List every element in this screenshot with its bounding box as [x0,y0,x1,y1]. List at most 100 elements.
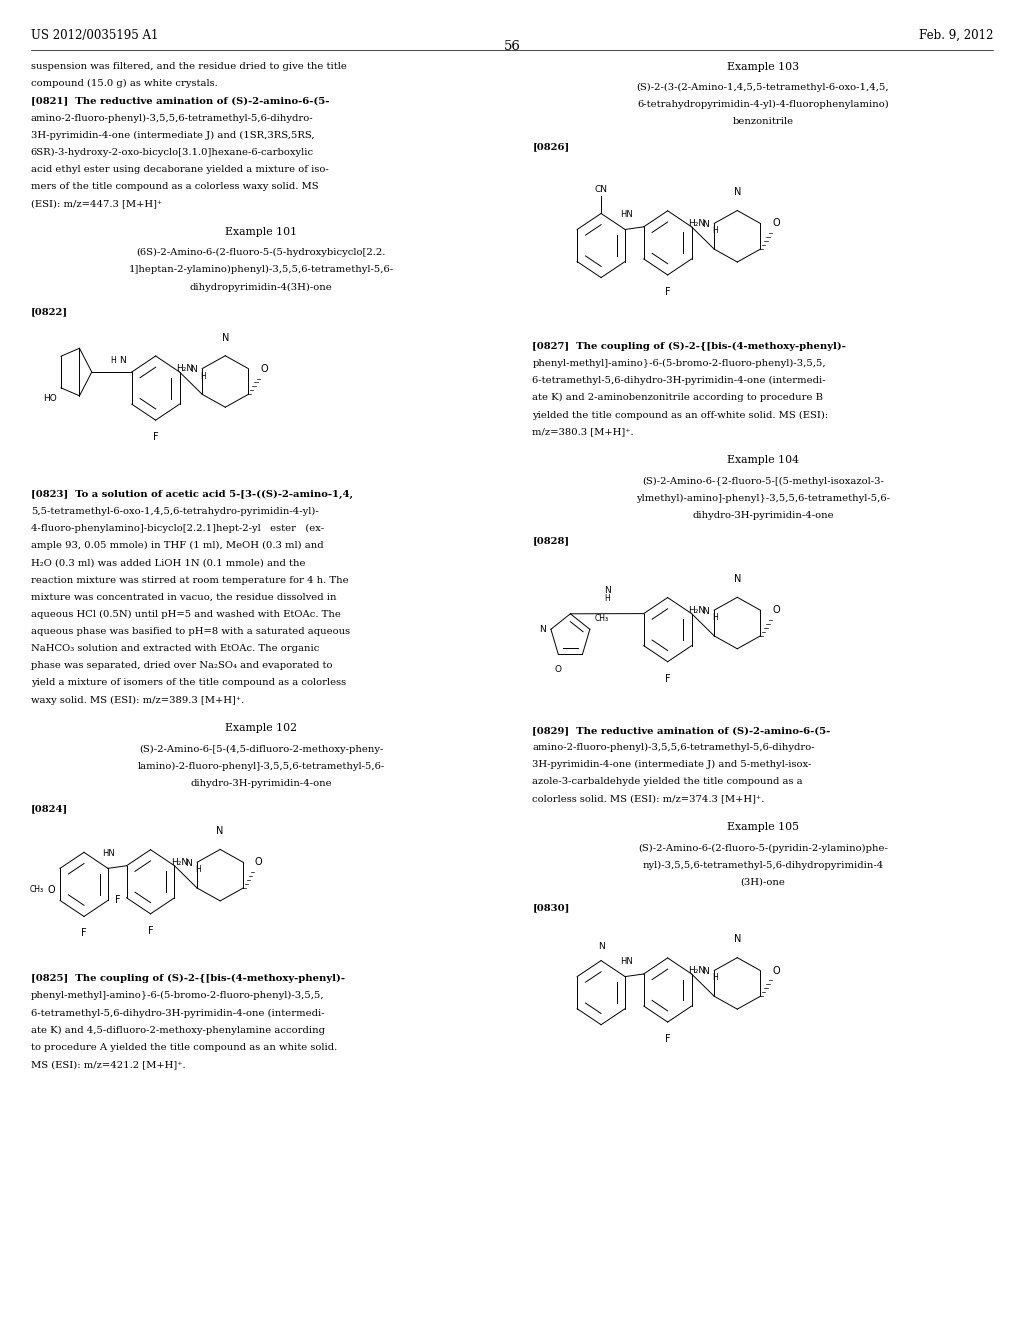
Text: 56: 56 [504,40,520,53]
Text: O: O [772,218,779,228]
Text: dihydropyrimidin-4(3H)-one: dihydropyrimidin-4(3H)-one [189,282,333,292]
Text: N: N [598,942,604,952]
Text: [0823]  To a solution of acetic acid 5-[3-((S)-2-amino-1,4,: [0823] To a solution of acetic acid 5-[3… [31,490,352,499]
Text: HN: HN [621,210,633,219]
Text: 3H-pyrimidin-4-one (intermediate J) and 5-methyl-isox-: 3H-pyrimidin-4-one (intermediate J) and … [532,760,812,770]
Text: [0824]: [0824] [31,804,68,813]
Text: O: O [255,857,262,867]
Text: 6-tetramethyl-5,6-dihydro-3H-pyrimidin-4-one (intermedi-: 6-tetramethyl-5,6-dihydro-3H-pyrimidin-4… [532,376,826,385]
Text: suspension was filtered, and the residue dried to give the title: suspension was filtered, and the residue… [31,62,346,71]
Text: Example 101: Example 101 [225,227,297,238]
Text: CH₃: CH₃ [595,614,609,623]
Text: 6-tetrahydropyrimidin-4-yl)-4-fluorophenylamino): 6-tetrahydropyrimidin-4-yl)-4-fluorophen… [637,100,889,110]
Text: nyl)-3,5,5,6-tetramethyl-5,6-dihydropyrimidin-4: nyl)-3,5,5,6-tetramethyl-5,6-dihydropyri… [642,861,884,870]
Text: US 2012/0035195 A1: US 2012/0035195 A1 [31,29,158,42]
Text: Feb. 9, 2012: Feb. 9, 2012 [919,29,993,42]
Text: N: N [702,966,710,975]
Text: ate K) and 2-aminobenzonitrile according to procedure B: ate K) and 2-aminobenzonitrile according… [532,393,823,403]
Text: N: N [216,826,224,837]
Text: aqueous HCl (0.5N) until pH=5 and washed with EtOAc. The: aqueous HCl (0.5N) until pH=5 and washed… [31,610,341,619]
Text: CN: CN [595,185,607,194]
Text: phase was separated, dried over Na₂SO₄ and evaporated to: phase was separated, dried over Na₂SO₄ a… [31,661,332,671]
Text: (6S)-2-Amino-6-(2-fluoro-5-(5-hydroxybicyclo[2.2.: (6S)-2-Amino-6-(2-fluoro-5-(5-hydroxybic… [136,248,386,257]
Text: N: N [221,333,229,343]
Text: colorless solid. MS (ESI): m/z=374.3 [M+H]⁺.: colorless solid. MS (ESI): m/z=374.3 [M+… [532,795,765,804]
Text: O: O [772,605,779,615]
Text: (S)-2-Amino-6-(2-fluoro-5-(pyridin-2-ylamino)phe-: (S)-2-Amino-6-(2-fluoro-5-(pyridin-2-yla… [638,843,888,853]
Text: amino-2-fluoro-phenyl)-3,5,5,6-tetramethyl-5,6-dihydro-: amino-2-fluoro-phenyl)-3,5,5,6-tetrameth… [532,743,815,752]
Text: F: F [81,928,87,939]
Text: Example 102: Example 102 [225,723,297,734]
Text: waxy solid. MS (ESI): m/z=389.3 [M+H]⁺.: waxy solid. MS (ESI): m/z=389.3 [M+H]⁺. [31,696,244,705]
Text: reaction mixture was stirred at room temperature for 4 h. The: reaction mixture was stirred at room tem… [31,576,348,585]
Text: HO: HO [43,395,57,404]
Text: phenyl-methyl]-amino}-6-(5-bromo-2-fluoro-phenyl)-3,5,5,: phenyl-methyl]-amino}-6-(5-bromo-2-fluor… [532,359,826,368]
Text: F: F [147,925,154,936]
Text: ample 93, 0.05 mmole) in THF (1 ml), MeOH (0.3 ml) and: ample 93, 0.05 mmole) in THF (1 ml), MeO… [31,541,324,550]
Text: to procedure A yielded the title compound as an white solid.: to procedure A yielded the title compoun… [31,1043,337,1052]
Text: [0826]: [0826] [532,143,569,152]
Text: N: N [733,574,741,585]
Text: HN: HN [102,849,115,858]
Text: 1]heptan-2-ylamino)phenyl)-3,5,5,6-tetramethyl-5,6-: 1]heptan-2-ylamino)phenyl)-3,5,5,6-tetra… [129,265,393,275]
Text: lamino)-2-fluoro-phenyl]-3,5,5,6-tetramethyl-5,6-: lamino)-2-fluoro-phenyl]-3,5,5,6-tetrame… [137,762,385,771]
Text: H: H [712,973,718,982]
Text: dihydro-3H-pyrimidin-4-one: dihydro-3H-pyrimidin-4-one [692,511,834,520]
Text: F: F [665,1034,671,1044]
Text: H: H [111,356,117,366]
Text: H₂N: H₂N [688,606,706,615]
Text: (3H)-one: (3H)-one [740,878,785,887]
Text: 6SR)-3-hydroxy-2-oxo-bicyclo[3.1.0]hexane-6-carboxylic: 6SR)-3-hydroxy-2-oxo-bicyclo[3.1.0]hexan… [31,148,313,157]
Text: N: N [185,858,193,867]
Text: 5,5-tetramethyl-6-oxo-1,4,5,6-tetrahydro-pyrimidin-4-yl)-: 5,5-tetramethyl-6-oxo-1,4,5,6-tetrahydro… [31,507,318,516]
Text: H: H [604,594,610,603]
Text: N: N [702,606,710,615]
Text: Example 103: Example 103 [727,62,799,73]
Text: phenyl-methyl]-amino}-6-(5-bromo-2-fluoro-phenyl)-3,5,5,: phenyl-methyl]-amino}-6-(5-bromo-2-fluor… [31,991,325,1001]
Text: H₂O (0.3 ml) was added LiOH 1N (0.1 mmole) and the: H₂O (0.3 ml) was added LiOH 1N (0.1 mmol… [31,558,305,568]
Text: CH₃: CH₃ [30,886,44,895]
Text: benzonitrile: benzonitrile [732,117,794,127]
Text: Example 104: Example 104 [727,455,799,466]
Text: (ESI): m/z=447.3 [M+H]⁺: (ESI): m/z=447.3 [M+H]⁺ [31,199,162,209]
Text: N: N [120,356,126,366]
Text: H: H [712,612,718,622]
Text: F: F [115,895,121,906]
Text: 3H-pyrimidin-4-one (intermediate J) and (1SR,3RS,5RS,: 3H-pyrimidin-4-one (intermediate J) and … [31,131,314,140]
Text: dihydro-3H-pyrimidin-4-one: dihydro-3H-pyrimidin-4-one [190,779,332,788]
Text: [0822]: [0822] [31,308,68,317]
Text: yield a mixture of isomers of the title compound as a colorless: yield a mixture of isomers of the title … [31,678,346,688]
Text: H₂N: H₂N [688,219,706,228]
Text: (S)-2-Amino-6-[5-(4,5-difluoro-2-methoxy-pheny-: (S)-2-Amino-6-[5-(4,5-difluoro-2-methoxy… [139,744,383,754]
Text: H₂N: H₂N [176,364,194,374]
Text: O: O [47,884,55,895]
Text: N: N [733,935,741,945]
Text: O: O [260,363,267,374]
Text: H: H [195,865,201,874]
Text: m/z=380.3 [M+H]⁺.: m/z=380.3 [M+H]⁺. [532,428,634,437]
Text: N: N [190,364,198,374]
Text: N: N [539,624,546,634]
Text: ylmethyl)-amino]-phenyl}-3,5,5,6-tetramethyl-5,6-: ylmethyl)-amino]-phenyl}-3,5,5,6-tetrame… [636,494,890,503]
Text: mixture was concentrated in vacuo, the residue dissolved in: mixture was concentrated in vacuo, the r… [31,593,336,602]
Text: N: N [733,187,741,198]
Text: N: N [702,219,710,228]
Text: 6-tetramethyl-5,6-dihydro-3H-pyrimidin-4-one (intermedi-: 6-tetramethyl-5,6-dihydro-3H-pyrimidin-4… [31,1008,325,1018]
Text: 4-fluoro-phenylamino]-bicyclo[2.2.1]hept-2-yl   ester   (ex-: 4-fluoro-phenylamino]-bicyclo[2.2.1]hept… [31,524,324,533]
Text: aqueous phase was basified to pH=8 with a saturated aqueous: aqueous phase was basified to pH=8 with … [31,627,350,636]
Text: [0828]: [0828] [532,536,569,545]
Text: F: F [153,432,159,442]
Text: H: H [712,226,718,235]
Text: (S)-2-Amino-6-{2-fluoro-5-[(5-methyl-isoxazol-3-: (S)-2-Amino-6-{2-fluoro-5-[(5-methyl-iso… [642,477,884,486]
Text: (S)-2-(3-(2-Amino-1,4,5,5-tetramethyl-6-oxo-1,4,5,: (S)-2-(3-(2-Amino-1,4,5,5-tetramethyl-6-… [637,83,889,92]
Text: F: F [665,673,671,684]
Text: [0830]: [0830] [532,903,569,912]
Text: [0827]  The coupling of (S)-2-{[bis-(4-methoxy-phenyl)-: [0827] The coupling of (S)-2-{[bis-(4-me… [532,342,847,351]
Text: [0829]  The reductive amination of (S)-2-amino-6-(5-: [0829] The reductive amination of (S)-2-… [532,726,830,735]
Text: ate K) and 4,5-difluoro-2-methoxy-phenylamine according: ate K) and 4,5-difluoro-2-methoxy-phenyl… [31,1026,325,1035]
Text: azole-3-carbaldehyde yielded the title compound as a: azole-3-carbaldehyde yielded the title c… [532,777,803,787]
Text: O: O [555,665,562,675]
Text: NaHCO₃ solution and extracted with EtOAc. The organic: NaHCO₃ solution and extracted with EtOAc… [31,644,319,653]
Text: H: H [200,371,206,380]
Text: yielded the title compound as an off-white solid. MS (ESI):: yielded the title compound as an off-whi… [532,411,828,420]
